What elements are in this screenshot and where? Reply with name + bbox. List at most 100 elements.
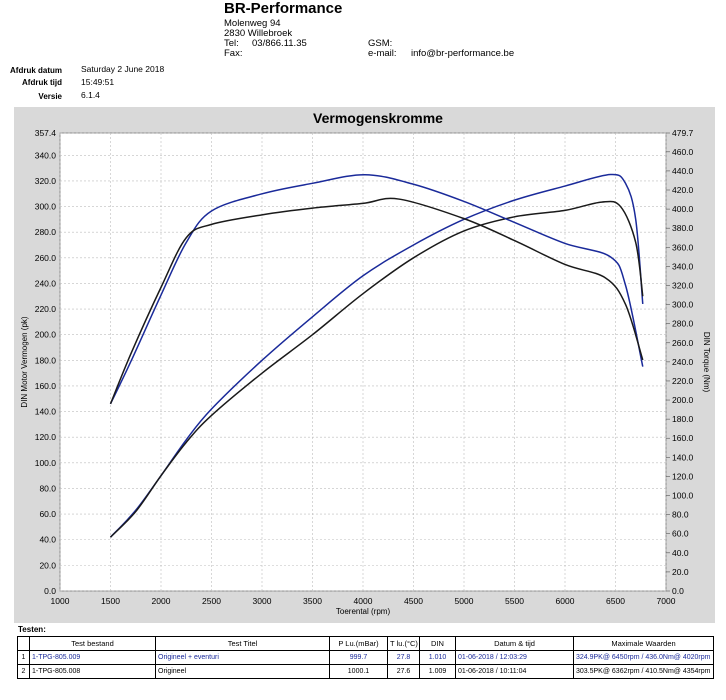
y-right-tick-label: 479.7 [672, 128, 694, 138]
row-index: 2 [17, 664, 30, 679]
power-curve-chart: 1000 1500 2000 2500 3000 3500 4000 4500 5000 5500… [14, 107, 715, 623]
y-right-tick-label: 80.0 [672, 510, 689, 520]
row-test-file: 1-TPG-805.009 [29, 650, 156, 665]
row-datetime: 01-06-2018 / 10:11:04 [455, 664, 574, 679]
row-temperature: 27.8 [387, 650, 420, 665]
x-tick-label: 4500 [404, 596, 423, 606]
y-left-tick-label: 40.0 [39, 535, 56, 545]
tel-label: Tel: [224, 38, 239, 49]
y-left-tick-label: 240.0 [35, 278, 57, 288]
tests-label: Testen: [18, 625, 46, 634]
row-max-values: 303.5PK@ 6362rpm / 410.5Nm@ 4354rpm [573, 664, 714, 679]
row-din: 1.009 [419, 664, 456, 679]
y-left-tick-label: 180.0 [35, 355, 57, 365]
y-right-tick-label: 460.0 [672, 147, 694, 157]
x-tick-label: 3000 [253, 596, 272, 606]
version-label: Versie [38, 92, 62, 101]
x-tick-label: 4000 [354, 596, 373, 606]
y-left-tick-label: 280.0 [35, 227, 57, 237]
y-left-tick-label: 200.0 [35, 330, 57, 340]
col-max-values: Maximale Waarden [573, 636, 714, 651]
x-tick-label: 2500 [202, 596, 221, 606]
company-street: Molenweg 94 [224, 18, 281, 29]
table-row[interactable]: 2 1-TPG-805.008 Origineel 1000.1 27.6 1.… [17, 664, 714, 679]
y-left-tick-label: 220.0 [35, 304, 57, 314]
series-line-torque-tuned [109, 173, 644, 405]
email-value: info@br-performance.be [411, 48, 515, 59]
y-left-tick-label: 80.0 [39, 483, 56, 493]
x-tick-label: 1000 [51, 596, 70, 606]
row-test-title: Origineel [155, 664, 330, 679]
results-table: Test bestand Test Titel P Lu.(mBar) T lu… [17, 636, 714, 679]
y-left-tick-label: 300.0 [35, 202, 57, 212]
y-left-axis-title: DIN Motor Vermogen (pk) [20, 316, 29, 407]
y-left-tick-label: 140.0 [35, 407, 57, 417]
table-header-row: Test bestand Test Titel P Lu.(mBar) T lu… [17, 636, 714, 651]
print-date-label: Afdruk datum [10, 66, 62, 75]
tel-value: 03/866.11.35 [252, 38, 307, 49]
x-axis-title: Toerental (rpm) [336, 607, 391, 616]
y-left-tick-label: 100.0 [35, 458, 57, 468]
series-line-torque-original [109, 197, 644, 405]
series-line-power-tuned [109, 173, 644, 538]
y-right-tick-label: 120.0 [672, 471, 694, 481]
row-max-values: 324.9PK@ 6450rpm / 436.0Nm@ 4020rpm [573, 650, 714, 665]
email-label: e-mail: [368, 48, 397, 59]
chart-title: Vermogenskromme [313, 110, 443, 126]
row-index: 1 [17, 650, 30, 665]
x-tick-label: 6500 [606, 596, 625, 606]
y-right-tick-label: 280.0 [672, 319, 694, 329]
y-right-tick-label: 320.0 [672, 280, 694, 290]
y-right-tick-label: 40.0 [672, 548, 689, 558]
version-value: 6.1.4 [81, 90, 100, 100]
y-right-tick-label: 180.0 [672, 414, 694, 424]
y-right-tick-label: 200.0 [672, 395, 694, 405]
y-left-tick-label: 120.0 [35, 432, 57, 442]
y-right-tick-label: 100.0 [672, 491, 694, 501]
company-name: BR-Performance [224, 0, 343, 17]
company-city: 2830 Willebroek [224, 28, 293, 39]
gsm-label: GSM: [368, 38, 393, 49]
col-test-file: Test bestand [29, 636, 156, 651]
y-right-tick-label: 440.0 [672, 166, 694, 176]
row-temperature: 27.6 [387, 664, 420, 679]
row-pressure: 999.7 [329, 650, 388, 665]
y-right-tick-label: 260.0 [672, 338, 694, 348]
y-left-tick-label: 357.4 [35, 128, 57, 138]
y-right-tick-label: 340.0 [672, 261, 694, 271]
print-date-value: Saturday 2 June 2018 [81, 64, 165, 74]
x-tick-label: 5000 [455, 596, 474, 606]
x-tick-label: 3500 [303, 596, 322, 606]
y-right-tick-label: 140.0 [672, 452, 694, 462]
chart-svg: 1000 1500 2000 2500 3000 3500 4000 4500 5000 5500… [20, 110, 711, 616]
row-pressure: 1000.1 [329, 664, 388, 679]
y-right-axis-title: DIN Torque (Nm) [702, 332, 711, 393]
y-right-tick-label: 400.0 [672, 204, 694, 214]
row-test-title: Origineel + eventuri [155, 650, 330, 665]
col-datetime: Datum & tijd [455, 636, 574, 651]
print-time-value: 15:49:51 [81, 77, 115, 87]
col-test-title: Test Titel [155, 636, 330, 651]
y-right-tick-label: 380.0 [672, 223, 694, 233]
x-tick-label: 2000 [152, 596, 171, 606]
series-line-power-original [109, 200, 644, 538]
y-right-tick-label: 220.0 [672, 376, 694, 386]
col-pressure: P Lu.(mBar) [329, 636, 388, 651]
y-right-tick-label: 420.0 [672, 185, 694, 195]
row-din: 1.010 [419, 650, 456, 665]
y-left-tick-label: 320.0 [35, 176, 57, 186]
y-left-tick-label: 60.0 [39, 509, 56, 519]
row-datetime: 01-06-2018 / 12:03:29 [455, 650, 574, 665]
y-left-tick-label: 260.0 [35, 253, 57, 263]
col-din: DIN [419, 636, 456, 651]
print-time-label: Afdruk tijd [22, 78, 62, 87]
y-right-tick-label: 20.0 [672, 567, 689, 577]
fax-label: Fax: [224, 48, 243, 59]
y-right-tick-label: 160.0 [672, 433, 694, 443]
y-left-tick-label: 340.0 [35, 150, 57, 160]
y-right-tick-label: 300.0 [672, 300, 694, 310]
y-left-tick-label: 160.0 [35, 381, 57, 391]
col-index [17, 636, 30, 651]
x-tick-label: 7000 [657, 596, 676, 606]
table-row[interactable]: 1 1-TPG-805.009 Origineel + eventuri 999… [17, 650, 714, 665]
